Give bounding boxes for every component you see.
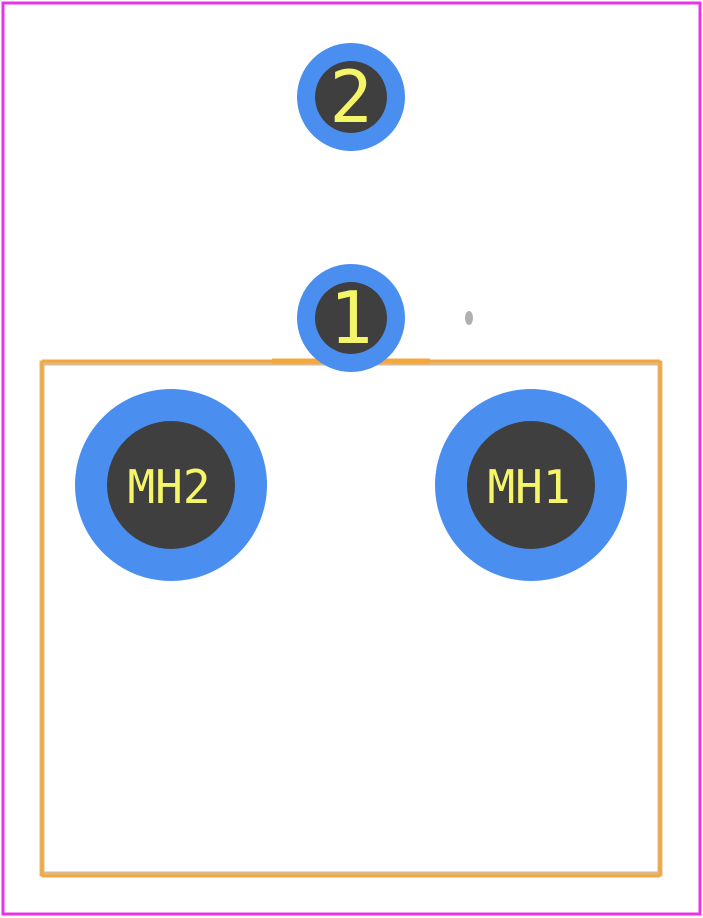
pad-1-drill [315, 282, 387, 354]
pad-2-label: 2 [329, 55, 372, 139]
pad-mh1-drill [467, 421, 595, 549]
pad-1-label: 1 [329, 276, 372, 360]
pad-mh2-label: MH2 [127, 460, 210, 514]
pad-2[interactable]: 2 [297, 43, 405, 151]
pad-mh1[interactable]: MH1 [435, 389, 627, 581]
pad-2-drill [315, 61, 387, 133]
pad-1[interactable]: 1 [297, 264, 405, 372]
silkscreen-outline [40, 359, 662, 878]
pad-mh2-drill [107, 421, 235, 549]
pad-mh2[interactable]: MH2 [75, 389, 267, 581]
pad-mh1-label: MH1 [487, 460, 570, 514]
cross-marker-icon [465, 311, 473, 325]
